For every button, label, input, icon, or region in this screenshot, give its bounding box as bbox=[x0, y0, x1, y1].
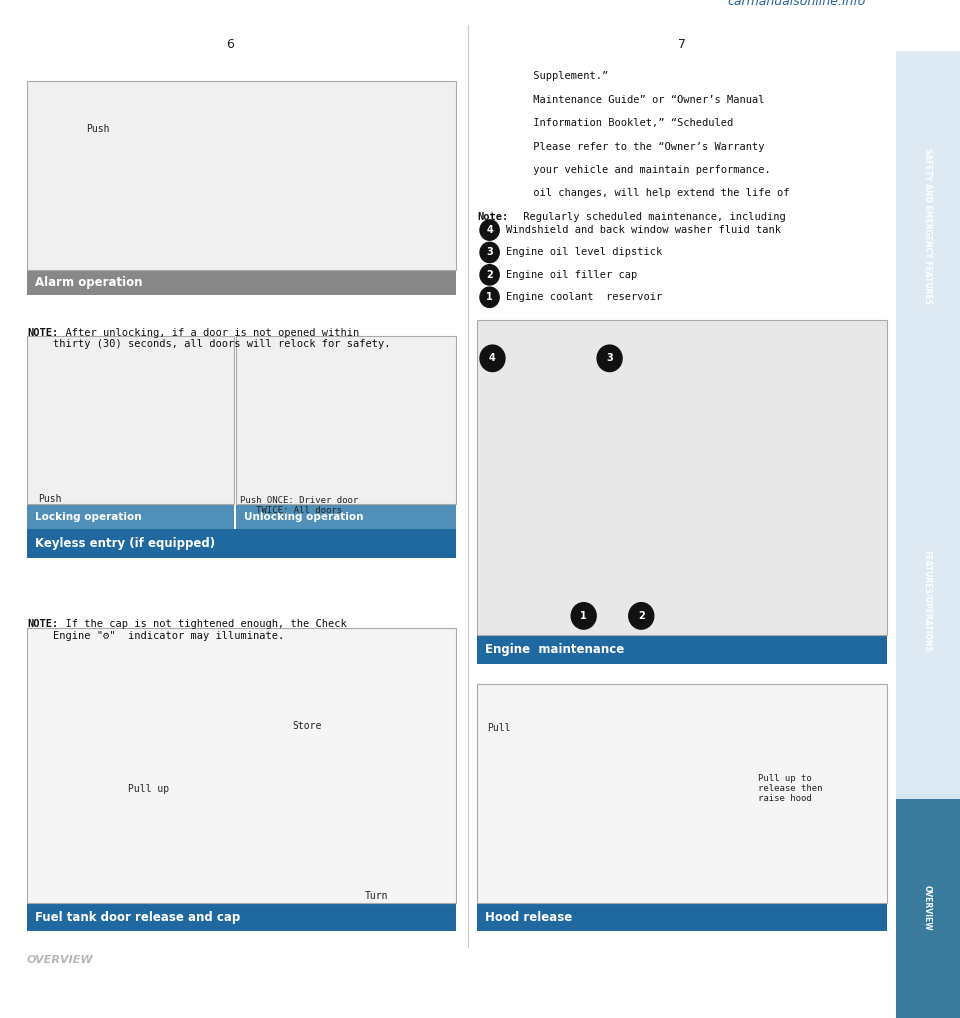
Bar bbox=[236, 504, 456, 529]
Bar bbox=[236, 336, 456, 504]
Text: Please refer to the “Owner’s Warranty: Please refer to the “Owner’s Warranty bbox=[477, 142, 764, 152]
Text: If the cap is not tightened enough, the Check
Engine "⚙"  indicator may illumina: If the cap is not tightened enough, the … bbox=[53, 619, 347, 640]
Bar bbox=[27, 504, 234, 529]
Text: Regularly scheduled maintenance, including: Regularly scheduled maintenance, includi… bbox=[517, 212, 786, 222]
Bar bbox=[477, 684, 887, 903]
Bar bbox=[477, 635, 887, 664]
Bar bbox=[27, 81, 456, 270]
Text: Engine coolant  reservoir: Engine coolant reservoir bbox=[506, 292, 662, 302]
Text: Engine  maintenance: Engine maintenance bbox=[485, 643, 624, 656]
Text: Engine oil level dipstick: Engine oil level dipstick bbox=[506, 247, 662, 258]
Text: Push ONCE: Driver door
   TWICE: All doors: Push ONCE: Driver door TWICE: All doors bbox=[240, 496, 358, 515]
Circle shape bbox=[629, 603, 654, 629]
Text: OVERVIEW: OVERVIEW bbox=[923, 886, 932, 930]
Bar bbox=[477, 320, 887, 635]
Text: Alarm operation: Alarm operation bbox=[35, 276, 142, 289]
Text: 1: 1 bbox=[486, 292, 493, 302]
Text: oil changes, will help extend the life of: oil changes, will help extend the life o… bbox=[477, 188, 790, 199]
Text: 2: 2 bbox=[486, 270, 493, 280]
Text: Push: Push bbox=[38, 494, 61, 504]
Text: 4: 4 bbox=[489, 353, 496, 363]
Text: 6: 6 bbox=[227, 38, 234, 51]
Bar bbox=[896, 402, 960, 407]
Text: After unlocking, if a door is not opened within
thirty (30) seconds, all doors w: After unlocking, if a door is not opened… bbox=[53, 328, 391, 349]
Bar bbox=[896, 794, 960, 799]
Circle shape bbox=[597, 345, 622, 372]
Text: Unlocking operation: Unlocking operation bbox=[244, 512, 363, 521]
Text: Hood release: Hood release bbox=[485, 911, 572, 923]
Text: carmanualsonline.info: carmanualsonline.info bbox=[728, 0, 866, 8]
Text: Windshield and back window washer fluid tank: Windshield and back window washer fluid … bbox=[506, 225, 780, 235]
Text: NOTE:: NOTE: bbox=[27, 328, 59, 338]
Text: 2: 2 bbox=[637, 611, 645, 621]
Bar bbox=[27, 270, 456, 295]
Text: Keyless entry (if equipped): Keyless entry (if equipped) bbox=[35, 538, 215, 550]
Bar bbox=[27, 903, 456, 931]
Text: Pull up: Pull up bbox=[129, 784, 169, 794]
Circle shape bbox=[480, 220, 499, 240]
Circle shape bbox=[571, 603, 596, 629]
Text: SAFETY AND EMERGENCY FEATURES: SAFETY AND EMERGENCY FEATURES bbox=[923, 148, 932, 304]
Text: NOTE:: NOTE: bbox=[27, 619, 59, 629]
Bar bbox=[896, 51, 960, 402]
Text: 1: 1 bbox=[580, 611, 588, 621]
Text: 3: 3 bbox=[606, 353, 613, 363]
Text: OVERVIEW: OVERVIEW bbox=[27, 955, 93, 965]
Text: Engine oil filler cap: Engine oil filler cap bbox=[506, 270, 637, 280]
Text: Supplement.”: Supplement.” bbox=[477, 71, 609, 81]
Bar bbox=[896, 407, 960, 794]
Text: Locking operation: Locking operation bbox=[35, 512, 141, 521]
Bar bbox=[27, 529, 456, 558]
Text: FEATURES/OPERATIONS: FEATURES/OPERATIONS bbox=[923, 550, 932, 652]
Text: 7: 7 bbox=[678, 38, 685, 51]
Text: your vehicle and maintain performance.: your vehicle and maintain performance. bbox=[477, 165, 771, 175]
Text: Maintenance Guide” or “Owner’s Manual: Maintenance Guide” or “Owner’s Manual bbox=[477, 95, 764, 105]
Text: Pull: Pull bbox=[487, 723, 510, 733]
Circle shape bbox=[480, 242, 499, 263]
Bar bbox=[27, 336, 234, 504]
Bar bbox=[896, 799, 960, 1018]
Circle shape bbox=[480, 265, 499, 285]
Text: 3: 3 bbox=[486, 247, 493, 258]
Text: Push: Push bbox=[86, 124, 109, 134]
Circle shape bbox=[480, 287, 499, 307]
Text: 4: 4 bbox=[486, 225, 493, 235]
Text: Information Booklet,” “Scheduled: Information Booklet,” “Scheduled bbox=[477, 118, 733, 128]
Bar bbox=[477, 903, 887, 931]
Text: Pull up to
release then
raise hood: Pull up to release then raise hood bbox=[758, 774, 823, 803]
Text: Turn: Turn bbox=[365, 891, 388, 901]
Text: Fuel tank door release and cap: Fuel tank door release and cap bbox=[35, 911, 240, 923]
Text: Store: Store bbox=[293, 721, 323, 731]
Text: Note:: Note: bbox=[477, 212, 509, 222]
Bar bbox=[27, 628, 456, 903]
Circle shape bbox=[480, 345, 505, 372]
